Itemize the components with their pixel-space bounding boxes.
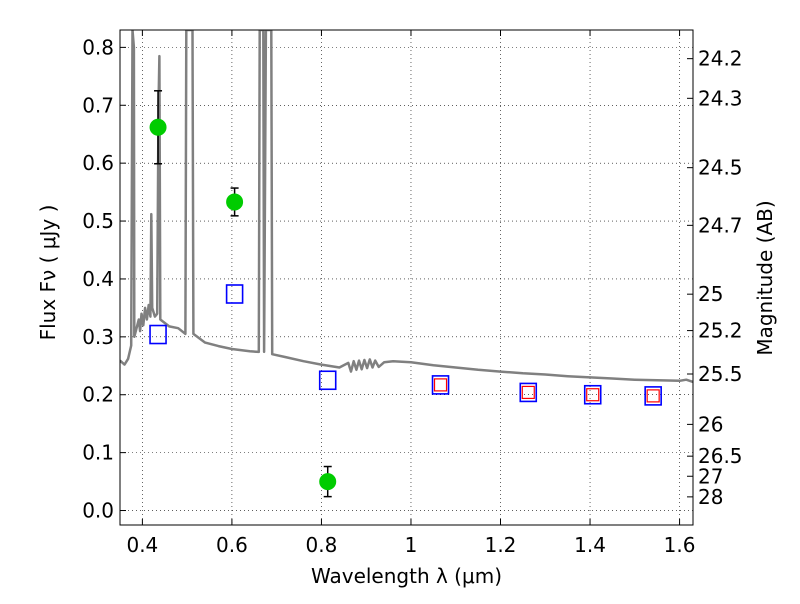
y-axis-label: Flux Fν ( μJy )	[36, 205, 60, 341]
y-tick-label: 0.8	[82, 35, 114, 59]
y2-tick-label: 24.3	[698, 86, 743, 110]
x-tick-label: 1	[405, 533, 418, 557]
model-flux-square-red	[646, 389, 660, 403]
markers-layer	[149, 90, 662, 498]
model-flux-square-red	[586, 388, 600, 402]
model-flux-square	[225, 284, 244, 304]
y2-axis-label: Magnitude (AB)	[753, 200, 777, 355]
model-flux-square	[431, 375, 450, 395]
ticks: 0.4 0.6 0.8 1 1.2 1.4 1.6 0.0 0.1 0.2 0.3 0.4 0.5 0.6…	[82, 30, 743, 557]
observed-flux-point	[149, 118, 167, 136]
model-flux-square	[644, 386, 662, 406]
model-spectrum-line	[120, 30, 693, 384]
y2-tick-label: 27	[698, 464, 723, 488]
y2-tick-label: 26	[698, 412, 723, 436]
grid	[120, 30, 693, 525]
x-tick-label: 1.6	[664, 533, 696, 557]
y-tick-label: 0.1	[82, 441, 114, 465]
x-tick-label: 0.4	[126, 533, 158, 557]
model-flux-square	[583, 384, 602, 405]
y2-tick-label: 25.2	[698, 319, 743, 343]
y2-tick-label: 26.5	[698, 444, 743, 468]
y-tick-label: 0.2	[82, 383, 114, 407]
model-spectrum-layer	[120, 30, 693, 384]
y2-tick-label: 24.5	[698, 156, 743, 180]
x-tick-label: 1.2	[485, 533, 517, 557]
model-flux-square	[149, 324, 167, 345]
x-tick-label: 0.6	[216, 533, 248, 557]
y-tick-label: 0.7	[82, 93, 114, 117]
y2-tick-label: 24.2	[698, 47, 743, 71]
y2-tick-label: 25.5	[698, 362, 743, 386]
y2-tick-label: 25	[698, 282, 723, 306]
y-tick-label: 0.4	[82, 267, 114, 291]
model-flux-square	[519, 382, 538, 403]
model-flux-square-red	[433, 378, 448, 392]
observed-flux-point	[226, 193, 244, 211]
y-tick-label: 0.5	[82, 209, 114, 233]
x-tick-label: 1.4	[574, 533, 606, 557]
y2-tick-label: 24.7	[698, 213, 743, 237]
model-flux-square	[318, 370, 337, 391]
x-axis-label: Wavelength λ (μm)	[311, 564, 502, 588]
y2-tick-label: 28	[698, 485, 723, 509]
plot-frame	[119, 29, 694, 526]
y-tick-label: 0.6	[82, 151, 114, 175]
y-tick-label: 0.0	[82, 499, 114, 523]
observed-flux-point	[319, 473, 337, 491]
model-flux-square-red	[521, 385, 535, 400]
y-tick-label: 0.3	[82, 325, 114, 349]
x-tick-label: 0.8	[306, 533, 338, 557]
